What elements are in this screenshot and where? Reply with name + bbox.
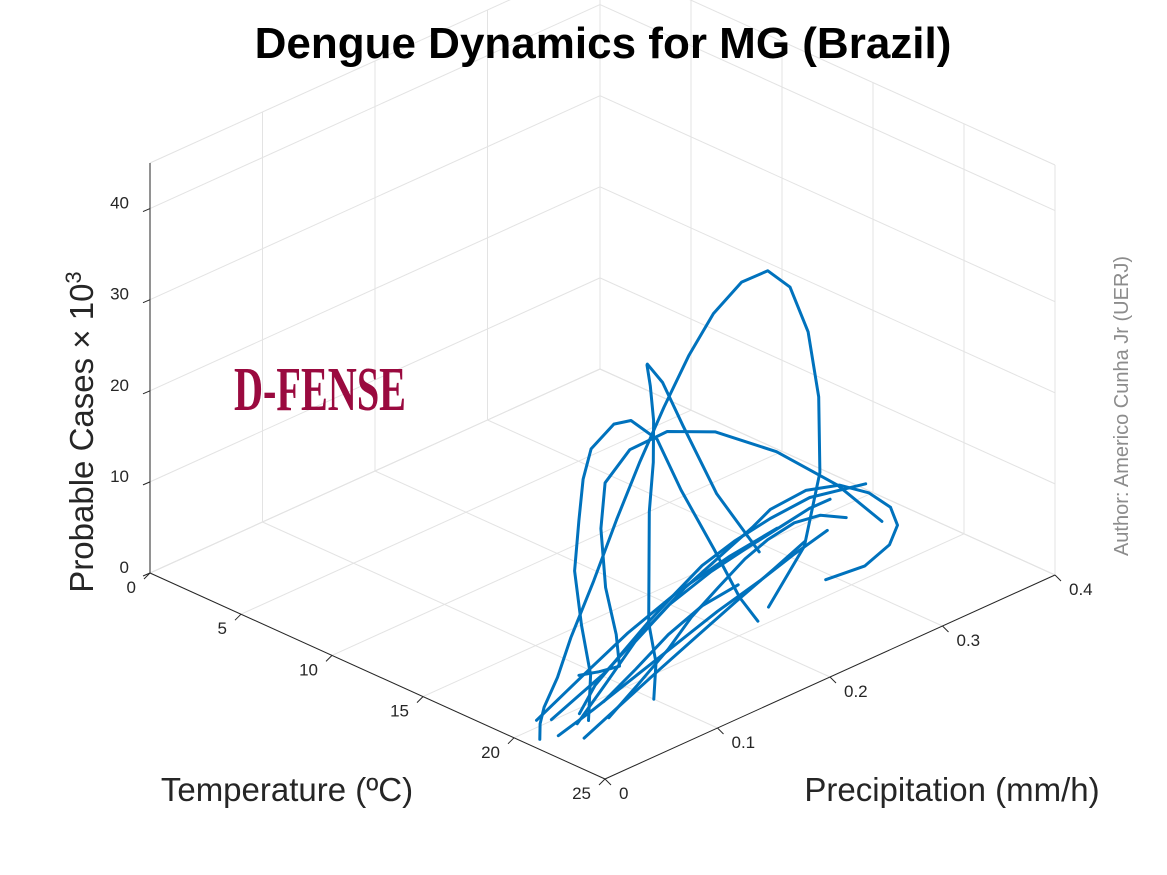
y-tick-mark [829, 676, 837, 684]
z-axis-label-exponent: 3 [61, 271, 86, 283]
wall-grid-line [149, 95, 601, 301]
x-tick-mark [234, 613, 242, 621]
x-axis-line [149, 572, 606, 780]
author-credit: Author: Americo Cunha Jr (UERJ) [1111, 256, 1133, 556]
series-trajectory [538, 269, 822, 741]
series-trajectory [556, 528, 829, 738]
series-trajectory [577, 430, 884, 677]
logo-d-fense: D-FENSE [234, 356, 406, 424]
y-tick-label: 0 [619, 784, 628, 803]
x-axis-label: Temperature (ºC) [161, 771, 413, 808]
z-tick-mark [142, 481, 151, 486]
y-tick-label: 0.1 [732, 733, 756, 752]
axis-layer: 0 5 10 15 20 25 0 0.1 0.2 0.3 0.4 0 10 20 30 40 [110, 163, 1093, 803]
z-tick-label: 30 [110, 285, 129, 304]
y-tick-label: 0.4 [1069, 580, 1093, 599]
x-tick-mark [416, 696, 424, 703]
z-axis-label-ten: 10 [63, 284, 100, 330]
z-tick-label: 10 [110, 467, 129, 486]
series-trajectory [577, 482, 868, 716]
z-tick-mark [142, 572, 151, 577]
x-tick-mark [143, 572, 151, 580]
series-trajectory [607, 513, 848, 720]
x-tick-label: 15 [390, 702, 409, 721]
series-trajectory [582, 540, 807, 740]
z-axis-label: Probable Cases × 103 [61, 271, 101, 592]
x-tick-label: 25 [572, 784, 591, 803]
floor-grid-line [487, 419, 943, 627]
y-tick-mark [717, 727, 724, 735]
y-tick-label: 0.2 [844, 682, 868, 701]
x-tick-label: 0 [127, 578, 136, 597]
back-edge [689, 0, 1056, 166]
wall-grid-line [149, 368, 601, 574]
z-tick-label: 20 [110, 376, 129, 395]
z-axis-label-times: × [63, 329, 100, 348]
series-trajectory [573, 419, 760, 722]
series-trajectory [575, 497, 832, 726]
y-axis-label: Precipitation (mm/h) [804, 771, 1099, 808]
x-tick-mark [325, 655, 333, 662]
series-trajectory [535, 526, 779, 722]
z-tick-mark [142, 299, 151, 304]
wall-grid-line [149, 277, 601, 483]
wall-grid-line [149, 4, 601, 210]
series-trajectory [645, 362, 761, 701]
floor-grid-line [374, 470, 831, 678]
x-tick-mark [507, 737, 515, 745]
z-axis-label-base: Probable Cases [63, 349, 100, 593]
wall-grid-line [599, 368, 1056, 576]
floor-grid-line [262, 521, 718, 729]
z-tick-mark [142, 208, 151, 213]
series-layer [535, 269, 899, 741]
wall-grid-line [599, 186, 1056, 394]
z-tick-mark [142, 390, 151, 395]
x-tick-mark [598, 778, 606, 786]
wall-grid-line [599, 4, 1056, 212]
wall-grid-line [599, 95, 1056, 303]
x-tick-label: 10 [299, 660, 318, 679]
wall-grid-line [599, 277, 1056, 485]
x-tick-label: 5 [218, 619, 227, 638]
y-tick-mark [1054, 574, 1062, 582]
z-tick-label: 40 [110, 194, 129, 213]
series-trajectory [602, 583, 740, 704]
y-tick-mark [604, 778, 612, 786]
z-tick-label: 0 [120, 558, 129, 577]
y-tick-label: 0.3 [957, 631, 981, 650]
chart-title: Dengue Dynamics for MG (Brazil) [255, 19, 952, 68]
x-tick-label: 20 [481, 743, 500, 762]
wall-grid-line [149, 186, 601, 392]
y-tick-mark [942, 625, 949, 633]
